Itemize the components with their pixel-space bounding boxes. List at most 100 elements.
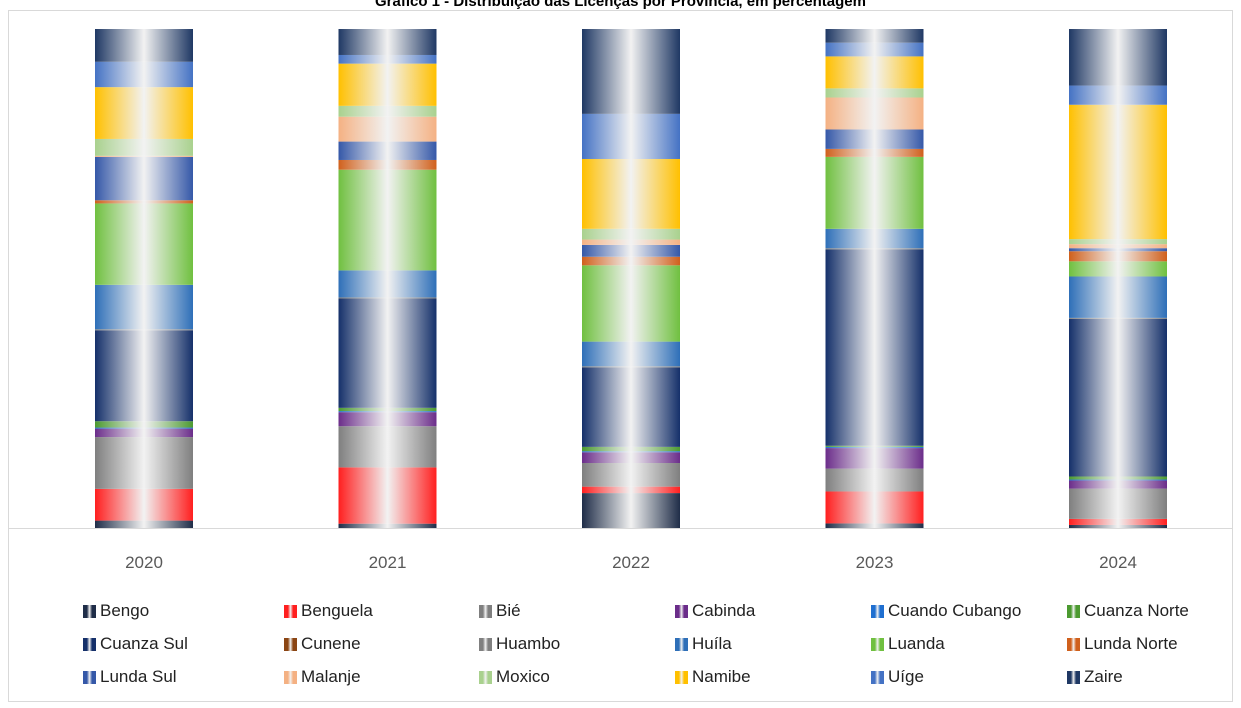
bar-segment-2022-cuando-cubango	[582, 451, 680, 453]
legend-label: Malanje	[301, 667, 361, 686]
legend-label: Cuanza Sul	[100, 634, 188, 653]
bar-segment-2024-moxico	[1069, 239, 1167, 245]
legend-label: Bié	[496, 601, 521, 620]
bar-segment-2022-malanje	[582, 239, 680, 245]
bar-segment-2020-lunda-norte	[95, 200, 193, 204]
legend-item-lunda-norte: Lunda Norte	[1067, 633, 1178, 655]
bar-segment-2022-namibe	[582, 158, 680, 229]
bar-segment-2022-benguela	[582, 486, 680, 494]
bar-segment-2024-cuando-cubango	[1069, 479, 1167, 481]
bar-segment-2023-malanje	[825, 97, 924, 130]
bar-segment-2021-luanda	[338, 169, 437, 271]
bar-segment-2020-cuando-cubango	[95, 427, 193, 429]
legend-swatch	[284, 670, 297, 684]
legend-item-bie: Bié	[479, 600, 521, 622]
bar-segment-2023-zaire	[825, 29, 924, 43]
bar-segment-2020-moxico	[95, 138, 193, 156]
bar-segment-2023-lunda-norte	[825, 148, 924, 157]
legend-item-lunda-sul: Lunda Sul	[83, 666, 177, 688]
bar-segment-2021-bie	[338, 426, 437, 468]
legend-label: Moxico	[496, 667, 550, 686]
legend-label: Cuando Cubango	[888, 601, 1022, 620]
bar-segment-2023-cabinda	[825, 448, 924, 469]
legend-label: Uíge	[888, 667, 924, 686]
bar-segment-2020-namibe	[95, 87, 193, 139]
bar-segment-2023-luanda	[825, 156, 924, 229]
legend-swatch	[479, 604, 492, 618]
x-tick-label-2024: 2024	[1099, 553, 1137, 572]
bar-segment-2021-moxico	[338, 105, 437, 117]
legend-swatch	[284, 604, 297, 618]
bar-segment-2021-cuanza-sul	[338, 298, 437, 408]
bar-segment-2022-luanda	[582, 265, 680, 342]
bar-segment-2022-huila	[582, 341, 680, 367]
bar-segment-2022-lunda-sul	[582, 244, 680, 257]
bar-segment-2024-huila	[1069, 276, 1167, 318]
bar-segment-2020-benguela	[95, 488, 193, 521]
bar-segment-2021-malanje	[338, 116, 437, 142]
bar-segment-2020-zaire	[95, 29, 193, 62]
legend-item-cuando-cubango: Cuando Cubango	[871, 600, 1021, 622]
bar-segment-2020-cuanza-sul	[95, 330, 193, 422]
legend-swatch	[1067, 637, 1080, 651]
legend-item-cunene: Cunene	[284, 633, 361, 655]
bar-segment-2022-moxico	[582, 228, 680, 240]
bar-segment-2022-lunda-norte	[582, 256, 680, 266]
legend-item-bengo: Bengo	[83, 600, 149, 622]
legend-swatch	[1067, 604, 1080, 618]
legend-label: Zaire	[1084, 667, 1123, 686]
legend-item-zaire: Zaire	[1067, 666, 1123, 688]
x-tick-label-2023: 2023	[856, 553, 894, 572]
legend-swatch	[83, 604, 96, 618]
legend-swatch	[871, 637, 884, 651]
bar-segment-2024-luanda	[1069, 261, 1167, 277]
legend-swatch	[479, 637, 492, 651]
bar-segment-2022-bie	[582, 463, 680, 487]
bar-segment-2021-huambo	[338, 297, 437, 299]
chart-title: Gráfico 1 - Distribuição das Licenças po…	[374, 0, 866, 10]
bar-segment-2022-uige	[582, 113, 680, 159]
legend-label: Bengo	[100, 601, 150, 620]
bar-segment-2023-moxico	[825, 88, 924, 98]
bar-segment-2023-huambo	[825, 248, 924, 250]
bar-segment-2023-cuanza-norte	[825, 445, 924, 447]
bar-segment-2021-zaire	[338, 29, 437, 55]
bar-segment-2024-malanje	[1069, 244, 1167, 249]
legend-swatch	[83, 637, 96, 651]
bar-segment-2022-cuanza-sul	[582, 367, 680, 447]
bar-segment-2024-namibe	[1069, 104, 1167, 240]
bar-segment-2023-huila	[825, 228, 924, 249]
legend-swatch	[479, 670, 492, 684]
bar-segment-2020-uige	[95, 61, 193, 88]
legend-item-uige: Uíge	[871, 666, 924, 688]
bar-segment-2020-huambo	[95, 329, 193, 331]
bar-segment-2024-lunda-norte	[1069, 251, 1167, 262]
bar-segment-2020-bie	[95, 437, 193, 489]
legend-label: Cabinda	[692, 601, 756, 620]
bar-segment-2022-cabinda	[582, 452, 680, 464]
legend-swatch	[871, 670, 884, 684]
bar-segment-2021-lunda-sul	[338, 141, 437, 160]
bar-segment-2021-benguela	[338, 467, 437, 524]
bar-segment-2021-namibe	[338, 63, 437, 106]
bar-segment-2021-lunda-norte	[338, 159, 437, 170]
bar-segment-2023-bie	[825, 468, 924, 492]
bar-segment-2023-lunda-sul	[825, 129, 924, 149]
bar-segment-2021-uige	[338, 54, 437, 64]
legend-item-cabinda: Cabinda	[675, 600, 755, 622]
legend-label: Cunene	[301, 634, 361, 653]
legend-swatch	[675, 637, 688, 651]
bar-segment-2024-bengo	[1069, 524, 1167, 528]
bar-segment-2021-cuanza-norte	[338, 407, 437, 412]
bar-segment-2020-cuanza-norte	[95, 421, 193, 428]
bar-segment-2023-benguela	[825, 491, 924, 524]
bar-segment-2023-namibe	[825, 56, 924, 89]
legend-item-huambo: Huambo	[479, 633, 560, 655]
legend-label: Cuanza Norte	[1084, 601, 1189, 620]
x-tick-label-2022: 2022	[612, 553, 650, 572]
bar-segment-2023-uige	[825, 42, 924, 57]
legend-swatch	[284, 637, 297, 651]
bar-segment-2022-zaire	[582, 29, 680, 114]
x-tick-label-2021: 2021	[369, 553, 407, 572]
bar-segment-2021-cabinda	[338, 412, 437, 427]
